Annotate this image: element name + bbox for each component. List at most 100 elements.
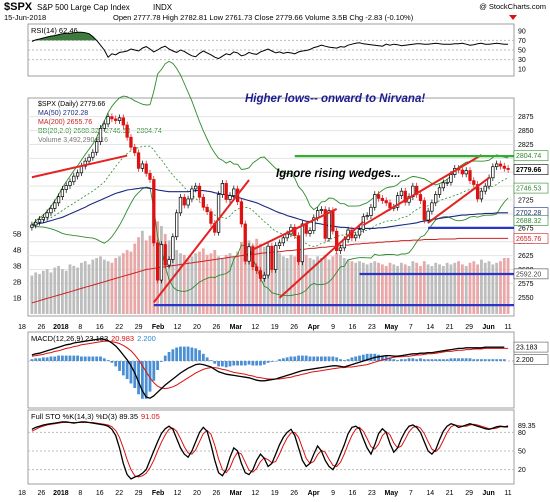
macd-histogram-bar <box>342 360 346 361</box>
x-tick-bottom-12: 12 <box>251 490 259 497</box>
x-tick-bottom-8: 12 <box>174 490 182 497</box>
candle-body <box>64 185 68 190</box>
macd-histogram-bar <box>449 358 453 361</box>
candle-body <box>475 184 480 200</box>
macd-label: MACD(12,26,9) 23.183 20.983 2.200 <box>31 334 156 343</box>
macd-histogram-bar <box>388 357 392 361</box>
x-tick-mid-25: 11 <box>504 324 511 331</box>
volume-bar <box>480 259 483 314</box>
x-tick-bottom-23: 29 <box>465 490 473 497</box>
macd-tick-1: 2.200 <box>516 357 534 364</box>
candle-body <box>472 180 476 185</box>
candle-body <box>266 245 270 276</box>
x-tick-mid-14: 26 <box>290 324 298 331</box>
candle-body <box>403 190 407 203</box>
volume-tick-4B: 4B <box>13 248 22 255</box>
macd-histogram-bar <box>205 357 209 361</box>
x-tick-bottom-16: 9 <box>331 490 335 497</box>
volume-bar <box>106 261 110 314</box>
candle-body <box>247 246 251 262</box>
rsi-tick-10: 10 <box>518 67 526 74</box>
candle-body <box>163 244 167 266</box>
candle-body <box>506 168 510 170</box>
volume-bar <box>217 256 220 314</box>
volume-bar <box>350 261 354 314</box>
volume-bar <box>445 262 449 314</box>
volume-bar <box>358 261 361 314</box>
macd-histogram-bar <box>502 359 506 361</box>
macd-histogram-bar <box>83 356 87 361</box>
volume-bar <box>179 253 182 314</box>
x-tick-bottom-18: 23 <box>368 490 376 497</box>
price-tag-box <box>513 182 549 194</box>
price-tag-2688.32: 2688.32 <box>516 218 541 225</box>
candle-body <box>308 230 312 234</box>
x-tick-mid-22: 21 <box>446 324 454 331</box>
x-tick-mid-3: 8 <box>78 324 82 331</box>
volume-bar <box>247 240 251 314</box>
macd-histogram-bar <box>422 359 426 361</box>
candle-body <box>155 242 160 281</box>
candle-body <box>232 188 236 196</box>
macd-histogram-bar <box>224 361 228 368</box>
candle-body <box>296 235 301 263</box>
macd-histogram-bar <box>190 347 194 361</box>
macd-histogram-bar <box>140 361 144 399</box>
volume-bar <box>281 256 285 314</box>
rsi-tick-70: 70 <box>518 38 526 45</box>
macd-histogram-bar <box>198 350 201 361</box>
x-tick-bottom-6: 29 <box>135 490 143 497</box>
ma50-line <box>31 187 509 229</box>
macd-histogram-bar <box>228 361 232 367</box>
candle-body <box>34 221 38 226</box>
volume-bar <box>441 266 445 314</box>
volume-bar <box>102 259 106 314</box>
volume-bar <box>411 261 415 314</box>
candle-body <box>354 234 358 239</box>
volume-bar <box>224 254 228 314</box>
macd-tick-0: 23.183 <box>516 345 538 352</box>
macd-histogram-bar <box>312 356 316 361</box>
volume-bar <box>403 264 407 314</box>
candle-body <box>114 118 118 121</box>
volume-bar <box>76 267 80 314</box>
candle-body <box>274 245 278 270</box>
x-tick-bottom-14: 26 <box>290 490 298 497</box>
volume-bar <box>186 258 190 314</box>
macd-histogram-bar <box>95 356 99 361</box>
volume-bar <box>476 264 480 314</box>
volume-bar <box>495 262 499 314</box>
rsi-line <box>31 31 509 60</box>
macd-histogram-bar <box>110 361 114 363</box>
legend-ma50: MA(50) 2702.28 <box>38 110 88 117</box>
macd-histogram-bar <box>323 356 327 361</box>
volume-bar <box>99 256 102 314</box>
candle-body <box>460 169 465 175</box>
wedge-line-1 <box>153 179 250 303</box>
volume-bar <box>129 251 133 314</box>
bb-upper-line <box>31 60 509 226</box>
volume-bar <box>198 251 201 314</box>
candle-body <box>148 173 152 180</box>
price-tag-2592.20: 2592.20 <box>516 271 541 278</box>
macd-histogram-bar <box>220 361 224 367</box>
macd-histogram-bar <box>415 359 419 361</box>
macd-histogram-bar <box>121 361 125 376</box>
macd-histogram-bar <box>430 359 434 361</box>
candle-body <box>102 123 106 129</box>
volume-bar <box>190 256 194 314</box>
candle-body <box>171 236 175 260</box>
macd-histogram-bar <box>316 356 320 361</box>
macd-histogram-bar <box>129 361 133 384</box>
candle-body <box>430 202 434 212</box>
candle-body <box>106 116 110 125</box>
candle-body <box>68 181 72 186</box>
x-tick-mid-9: 20 <box>193 324 201 331</box>
volume-bar <box>426 264 430 314</box>
macd-histogram-bar <box>300 355 304 361</box>
volume-bar <box>449 264 453 314</box>
price-tag-box <box>513 268 549 280</box>
volume-bar <box>430 266 434 314</box>
volume-bar <box>137 237 140 314</box>
macd-histogram-bar <box>327 356 331 361</box>
